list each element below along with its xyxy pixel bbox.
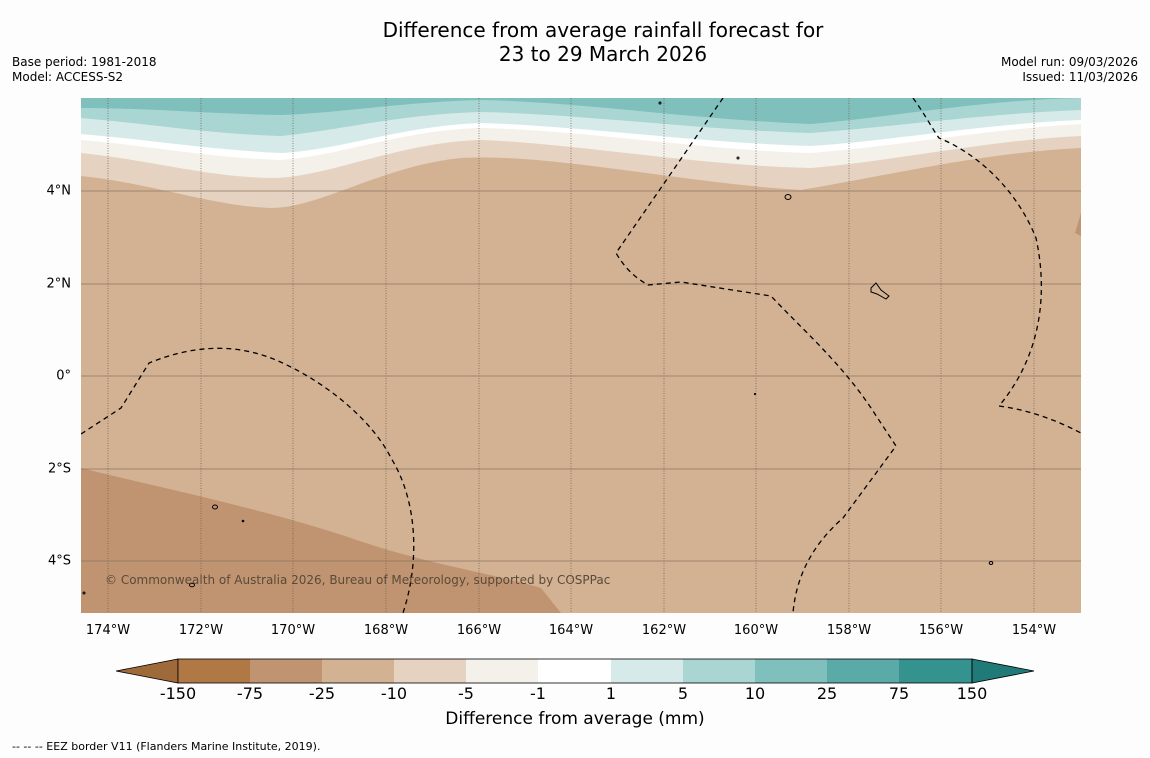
islands bbox=[82, 101, 994, 595]
colorbar-tick-2: -25 bbox=[308, 684, 336, 703]
rainfall-map bbox=[81, 98, 1081, 613]
colorbar-tick-10: 75 bbox=[888, 684, 910, 703]
colorbar-label: Difference from average (mm) bbox=[445, 709, 705, 729]
lon-label-158w: 158°W bbox=[826, 623, 872, 638]
base-period: Base period: 1981-2018 bbox=[12, 55, 157, 69]
colorbar-arrow-right bbox=[971, 658, 1035, 684]
lat-label-2s: 2°S bbox=[47, 461, 71, 477]
colorbar-tick-1: -75 bbox=[236, 684, 264, 703]
lon-label-168w: 168°W bbox=[363, 623, 409, 638]
colorbar-segment-9 bbox=[827, 659, 899, 683]
colorbar-segment-2 bbox=[322, 659, 394, 683]
very-dry-region bbox=[81, 468, 561, 613]
colorbar-tick-4: -5 bbox=[458, 684, 474, 703]
colorbar-segment-0 bbox=[178, 659, 250, 683]
colorbar-segment-10 bbox=[899, 659, 972, 683]
latitude-gridlines bbox=[81, 190, 1081, 562]
lon-label-166w: 166°W bbox=[456, 623, 502, 638]
title-line-1: Difference from average rainfall forecas… bbox=[382, 18, 824, 42]
lat-label-2n: 2°N bbox=[46, 276, 72, 292]
colorbar-outline bbox=[177, 658, 973, 684]
chart-title: Difference from average rainfall forecas… bbox=[300, 18, 906, 66]
copyright-notice: © Commonwealth of Australia 2026, Bureau… bbox=[105, 573, 611, 587]
colorbar-segment-8 bbox=[755, 659, 827, 683]
very-dry-region-east bbox=[1075, 213, 1081, 236]
longitude-gridlines bbox=[107, 98, 1035, 613]
colorbar-segment-4 bbox=[466, 659, 538, 683]
colorbar-tick-8: 10 bbox=[744, 684, 766, 703]
lat-label-4s: 4°S bbox=[47, 553, 71, 569]
lat-label-4n: 4°N bbox=[46, 183, 72, 199]
colorbar bbox=[116, 658, 1035, 684]
colorbar-segment-3 bbox=[394, 659, 466, 683]
run-info: Model run: 09/03/2026 Issued: 11/03/2026 bbox=[1001, 55, 1138, 85]
colorbar-tick-0: -150 bbox=[159, 684, 197, 703]
colorbar-segment-6 bbox=[611, 659, 683, 683]
model-name: Model: ACCESS-S2 bbox=[12, 70, 124, 84]
title-line-2: 23 to 29 March 2026 bbox=[498, 42, 708, 66]
model-run: Model run: 09/03/2026 bbox=[1000, 55, 1138, 69]
lon-label-162w: 162°W bbox=[641, 623, 687, 638]
lon-label-156w: 156°W bbox=[918, 623, 964, 638]
eez-footnote: -- -- -- EEZ border V11 (Flanders Marine… bbox=[12, 740, 321, 753]
lat-label-0: 0° bbox=[56, 368, 71, 384]
colorbar-tick-9: 25 bbox=[816, 684, 838, 703]
lon-label-174w: 174°W bbox=[85, 623, 131, 638]
colorbar-tick-11: 150 bbox=[956, 684, 988, 703]
issued-date: Issued: 11/03/2026 bbox=[1022, 70, 1138, 84]
lon-label-160w: 160°W bbox=[733, 623, 779, 638]
lon-label-172w: 172°W bbox=[178, 623, 224, 638]
colorbar-tick-7: 5 bbox=[677, 684, 689, 703]
colorbar-segment-7 bbox=[683, 659, 755, 683]
lon-label-154w: 154°W bbox=[1011, 623, 1057, 638]
model-info: Base period: 1981-2018 Model: ACCESS-S2 bbox=[12, 55, 157, 85]
band-plus-10-to-25 bbox=[81, 98, 1081, 124]
lon-label-170w: 170°W bbox=[270, 623, 316, 638]
colorbar-tick-5: -1 bbox=[530, 684, 546, 703]
colorbar-tick-6: 1 bbox=[605, 684, 617, 703]
eez-borders bbox=[81, 98, 1081, 613]
colorbar-tick-3: -10 bbox=[380, 684, 408, 703]
colorbar-segment-1 bbox=[250, 659, 322, 683]
colorbar-segment-5 bbox=[538, 659, 611, 683]
colorbar-arrow-left bbox=[116, 658, 179, 684]
lon-label-164w: 164°W bbox=[548, 623, 594, 638]
